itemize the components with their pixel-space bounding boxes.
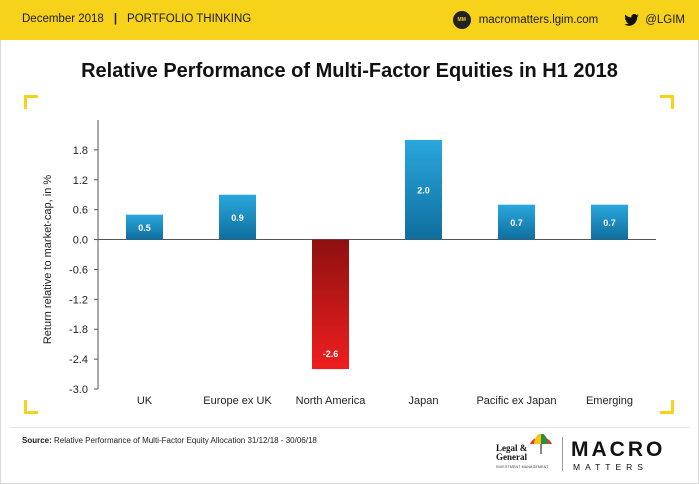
matters-logo-text: MATTERS — [573, 462, 648, 472]
bar-emerging — [591, 204, 628, 240]
x-category-label: North America — [296, 395, 367, 407]
macro-matters-badge-icon: MM — [452, 11, 471, 29]
corner-bracket-top-left — [24, 95, 38, 109]
x-category-label: Pacific ex Japan — [476, 395, 556, 407]
twitter-bird-icon[interactable] — [624, 14, 639, 26]
data-label: 0.5 — [138, 223, 151, 233]
y-tick-label: -0.6 — [69, 264, 88, 276]
lg-line2: General — [496, 452, 527, 462]
website-link[interactable]: macromatters.lgim.com — [478, 14, 599, 26]
y-tick-label: 0.6 — [73, 205, 88, 217]
corner-bracket-top-right — [660, 95, 674, 109]
chart-plot-area: 1.8 1.2 0.6 0.0 -0.6 -1.2 -1.8 -2.4 -3.0 Return r… — [42, 120, 656, 407]
header-right: MM macromatters.lgim.com @LGIM — [452, 11, 685, 29]
data-label: 0.7 — [603, 218, 616, 228]
source-note: Source: Relative Performance of Multi-Fa… — [22, 436, 317, 445]
x-category-label: Japan — [409, 395, 439, 407]
data-label: 2.0 — [417, 186, 430, 196]
logo-divider — [562, 437, 563, 471]
data-label: 0.9 — [231, 213, 244, 223]
twitter-handle[interactable]: @LGIM — [645, 14, 685, 26]
source-text: Relative Performance of Multi-Factor Equ… — [54, 436, 317, 445]
y-axis-title: Return relative to market-cap, in % — [42, 175, 54, 345]
bar-japan — [405, 139, 442, 240]
corner-bracket-bottom-left — [24, 400, 38, 414]
data-label: -2.6 — [323, 349, 339, 359]
header-section: PORTFOLIO THINKING — [127, 13, 252, 25]
y-tick-label: 1.8 — [73, 145, 88, 157]
y-tick-label: -2.4 — [69, 354, 88, 366]
header-date: December 2018 — [22, 13, 104, 25]
y-tick-label: -1.2 — [69, 294, 88, 306]
y-tick-label: 0.0 — [73, 235, 88, 247]
macro-logo-text: MACRO — [571, 438, 666, 461]
source-label: Source: — [22, 436, 52, 445]
data-label: 0.7 — [510, 218, 523, 228]
bar-europe-ex-uk — [219, 194, 256, 240]
x-category-label: Europe ex UK — [203, 395, 272, 407]
legal-general-umbrella-icon — [530, 434, 552, 454]
y-tick-label: -3.0 — [69, 384, 88, 396]
legal-general-logo-text: Legal & General — [496, 444, 527, 462]
header-bar: December 2018 | PORTFOLIO THINKING MM macr… — [0, 0, 699, 40]
bar-pacific-ex-japan — [498, 204, 535, 240]
y-tick-label: -1.8 — [69, 324, 88, 336]
lg-subtitle: INVESTMENT MANAGEMENT — [496, 465, 549, 469]
x-category-label: UK — [137, 395, 153, 407]
x-category-label: Emerging — [586, 395, 633, 407]
corner-bracket-bottom-right — [660, 400, 674, 414]
lg-line1: Legal & — [496, 443, 528, 453]
bar-uk — [126, 214, 163, 240]
header-left: December 2018 | PORTFOLIO THINKING — [22, 13, 251, 25]
bar-north-america — [312, 239, 349, 370]
chart-title: Relative Performance of Multi-Factor Equ… — [81, 60, 618, 82]
y-tick-label: 1.2 — [73, 175, 88, 187]
footer-divider — [10, 427, 690, 428]
header-separator: | — [113, 13, 118, 25]
